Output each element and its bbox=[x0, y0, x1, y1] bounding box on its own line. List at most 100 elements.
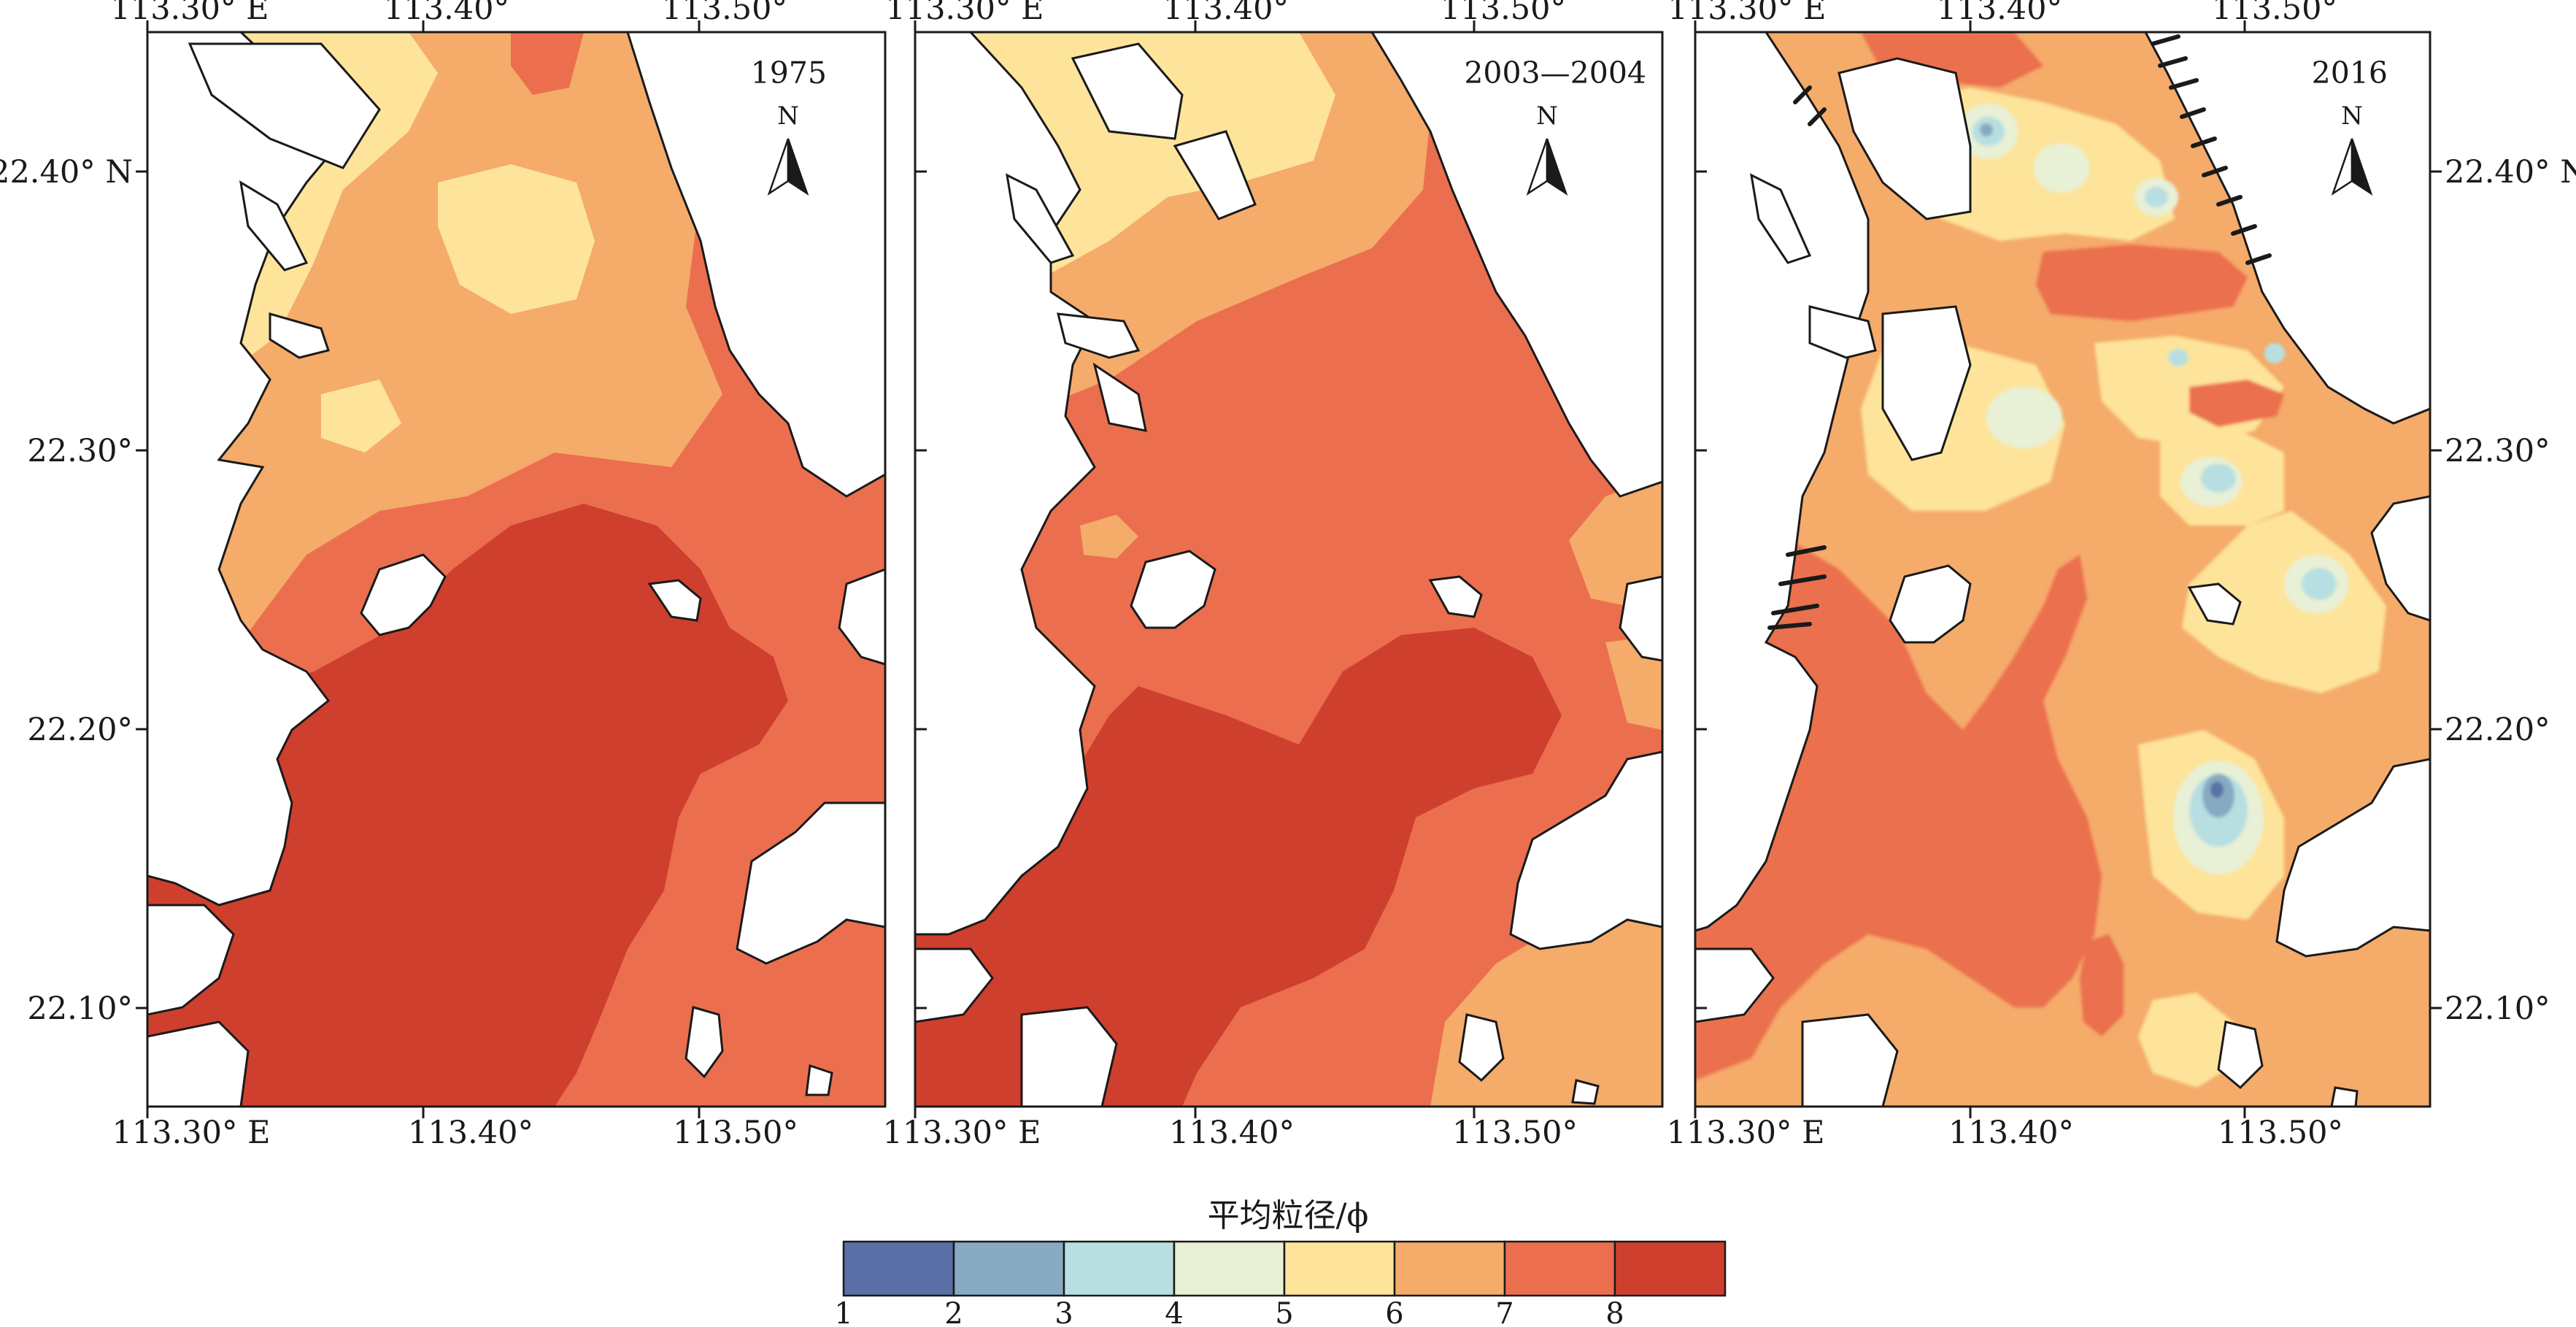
map-panel-2003-2004: 2003—2004 N bbox=[914, 31, 1664, 1108]
land-mainland-west bbox=[147, 32, 344, 907]
land-east-lower bbox=[838, 568, 885, 666]
tick-label: 113.50° bbox=[673, 1115, 798, 1151]
legend-tick-label: 5 bbox=[1275, 1297, 1293, 1327]
legend-swatch bbox=[952, 1240, 1065, 1297]
sediment-zone-7 bbox=[2189, 380, 2284, 427]
sediment-zone-4 bbox=[1986, 387, 2062, 448]
land-mainland-southwest bbox=[147, 1020, 250, 1107]
land-mainland-southwest bbox=[1695, 947, 1775, 1023]
legend-swatch bbox=[1283, 1240, 1396, 1297]
land-island-central bbox=[1889, 564, 1972, 644]
land-island-central bbox=[360, 553, 447, 636]
land-reclaimed-block bbox=[1071, 42, 1184, 140]
land-reclaimed-block bbox=[1173, 130, 1257, 220]
north-arrow-icon: N bbox=[1526, 101, 1568, 196]
tick-label: 113.30° E bbox=[112, 1115, 270, 1151]
tick-label: 113.50° bbox=[662, 0, 787, 27]
tick-label: 22.10° bbox=[27, 991, 133, 1027]
land-reclaimed-block bbox=[188, 42, 381, 169]
legend-tick-label: 4 bbox=[1165, 1297, 1183, 1327]
tick-label: 22.40° N bbox=[2445, 154, 2576, 191]
land-east-lower bbox=[2370, 495, 2430, 622]
land-east-coast bbox=[2144, 32, 2430, 425]
land-island-south bbox=[2330, 1086, 2359, 1107]
land-mainland-southwest bbox=[147, 904, 235, 1016]
tick-label: 113.40° bbox=[384, 0, 509, 27]
tick-label: 22.20° bbox=[2445, 712, 2550, 748]
top-axis-labels: 113.30° E 113.40° 113.50° 113.30° E 113.… bbox=[110, 0, 2337, 27]
tick-label: 113.30° E bbox=[1667, 0, 1826, 27]
sediment-zone-3 bbox=[2201, 464, 2236, 493]
land-island-west-channel bbox=[1092, 362, 1147, 432]
right-axis-labels: 22.40° N 22.30° 22.20° 22.10° bbox=[2445, 154, 2576, 1027]
sediment-zone-5 bbox=[438, 164, 595, 314]
land-island-west-channel bbox=[1750, 173, 1812, 264]
sediment-zone-5 bbox=[2182, 511, 2386, 693]
legend-swatch bbox=[1173, 1240, 1286, 1297]
legend-title: 平均粒径/ϕ bbox=[1208, 1197, 1369, 1234]
legend-ticks: 1 2 3 4 5 6 7 8 bbox=[834, 1297, 1624, 1327]
land-island-west-channel bbox=[239, 180, 309, 272]
left-axis-labels: 22.40° N 22.30° 22.20° 22.10° bbox=[0, 154, 133, 1027]
tick-label: 113.50° bbox=[2218, 1115, 2343, 1151]
sediment-zone-7 bbox=[2036, 245, 2248, 321]
land-island-south bbox=[2217, 1020, 2264, 1090]
tick-label: 113.40° bbox=[1163, 0, 1289, 27]
north-arrow-icon: N bbox=[767, 101, 809, 196]
tick-label: 113.50° bbox=[2212, 0, 2337, 27]
sediment-zone-5 bbox=[321, 380, 401, 453]
tick-label: 113.30° E bbox=[885, 0, 1044, 27]
svg-text:N: N bbox=[1536, 101, 1558, 131]
land-island-south bbox=[1458, 1013, 1505, 1082]
land-mainland-west bbox=[1695, 32, 1870, 932]
map-panel-2016: 2016 N bbox=[1694, 31, 2432, 1108]
sediment-zone-4 bbox=[2034, 143, 2089, 193]
land-east-peninsula bbox=[2275, 758, 2430, 958]
map-panel-1975: 1975 N bbox=[146, 31, 887, 1108]
sediment-zone-7 bbox=[1695, 504, 2102, 1080]
tick-label: 113.30° E bbox=[1666, 1115, 1824, 1151]
sediment-zone-2 bbox=[1980, 123, 1993, 136]
tick-label: 113.40° bbox=[1937, 0, 2062, 27]
sediment-zone-6 bbox=[1080, 515, 1138, 558]
legend-tick-label: 1 bbox=[834, 1297, 852, 1327]
land-mainland-southwest bbox=[915, 947, 994, 1023]
sediment-zone-3 bbox=[2302, 568, 2337, 600]
land-reclaimed-block bbox=[1881, 305, 1972, 461]
tick-label: 22.40° N bbox=[0, 154, 133, 191]
land-mainland-southwest bbox=[1801, 1013, 1899, 1107]
sediment-zone-6 bbox=[1569, 474, 1662, 613]
land-island-west-channel bbox=[1006, 173, 1075, 264]
svg-text:N: N bbox=[2341, 101, 2363, 131]
tick-label: 113.30° E bbox=[882, 1115, 1041, 1151]
land-reclaimed-block bbox=[1837, 57, 1972, 220]
legend-swatch bbox=[1613, 1240, 1727, 1297]
legend-tick-label: 7 bbox=[1495, 1297, 1513, 1327]
legend-tick-label: 6 bbox=[1385, 1297, 1403, 1327]
map-frame bbox=[146, 31, 887, 1108]
tick-label: 22.10° bbox=[2445, 991, 2550, 1027]
pier-lines bbox=[1767, 34, 2272, 630]
legend-swatch bbox=[1393, 1240, 1506, 1297]
bottom-axis-labels: 113.30° E 113.40° 113.50° 113.30° E 113.… bbox=[112, 1115, 2342, 1151]
legend-swatch bbox=[842, 1240, 955, 1297]
tick-label: 22.30° bbox=[27, 433, 133, 469]
panel-year-label: 2003—2004 bbox=[1464, 55, 1646, 91]
sediment-zone-8 bbox=[147, 504, 788, 1107]
land-island-south bbox=[685, 1006, 724, 1079]
land-mainland-west bbox=[915, 32, 1096, 936]
svg-text:N: N bbox=[777, 101, 799, 131]
sediment-zone-7 bbox=[511, 32, 584, 95]
sediment-zone-3 bbox=[2264, 343, 2285, 364]
legend-tick-label: 8 bbox=[1605, 1297, 1624, 1327]
land-east-peninsula bbox=[736, 801, 885, 965]
legend-swatches bbox=[842, 1240, 1727, 1297]
land-island-south bbox=[805, 1063, 833, 1096]
tick-label: 22.30° bbox=[2445, 433, 2550, 469]
sediment-zone-5 bbox=[2138, 993, 2233, 1088]
land-island-south bbox=[1571, 1079, 1600, 1105]
land-east-coast bbox=[1370, 32, 1662, 498]
land-mainland-southwest bbox=[1020, 1006, 1118, 1107]
panel-year-label: 1975 bbox=[751, 55, 827, 91]
